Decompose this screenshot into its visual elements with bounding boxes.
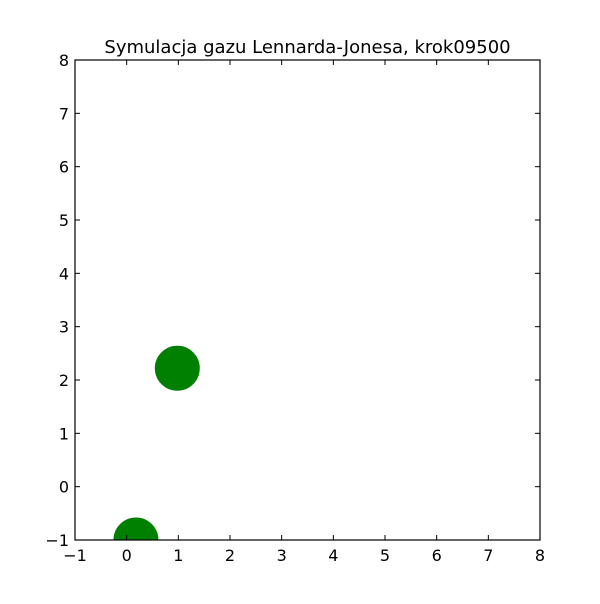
x-tick-label: −1 bbox=[63, 546, 87, 565]
y-tick-label: 3 bbox=[59, 318, 69, 337]
x-tick-label: 0 bbox=[122, 546, 132, 565]
y-tick-label: 8 bbox=[59, 51, 69, 70]
y-tick-label: 6 bbox=[59, 158, 69, 177]
plot-frame bbox=[74, 59, 541, 541]
x-tick-label: 2 bbox=[225, 546, 235, 565]
x-tick-label: 8 bbox=[535, 546, 545, 565]
x-tick-label: 6 bbox=[432, 546, 442, 565]
y-tick-label: 4 bbox=[59, 264, 69, 283]
x-tick-label: 7 bbox=[483, 546, 493, 565]
chart-title: Symulacja gazu Lennarda-Jonesa, krok0950… bbox=[104, 37, 510, 58]
y-tick-label: 7 bbox=[59, 104, 69, 123]
particle-point bbox=[113, 517, 159, 540]
ticks-layer: −1 0 1 2 3 4 5 6 7 8 −1 0 1 2 3 4 5 6 7 8 bbox=[45, 51, 545, 565]
y-tick-label: −1 bbox=[45, 531, 69, 550]
points-layer bbox=[113, 345, 200, 540]
x-tick-label: 1 bbox=[173, 546, 183, 565]
x-tick-label: 5 bbox=[380, 546, 390, 565]
y-tick-label: 1 bbox=[59, 424, 69, 443]
x-tick-label: 4 bbox=[328, 546, 338, 565]
particle-point bbox=[154, 345, 200, 391]
y-tick-label: 5 bbox=[59, 211, 69, 230]
y-tick-label: 0 bbox=[59, 478, 69, 497]
x-tick-label: 3 bbox=[277, 546, 287, 565]
y-tick-label: 2 bbox=[59, 371, 69, 390]
